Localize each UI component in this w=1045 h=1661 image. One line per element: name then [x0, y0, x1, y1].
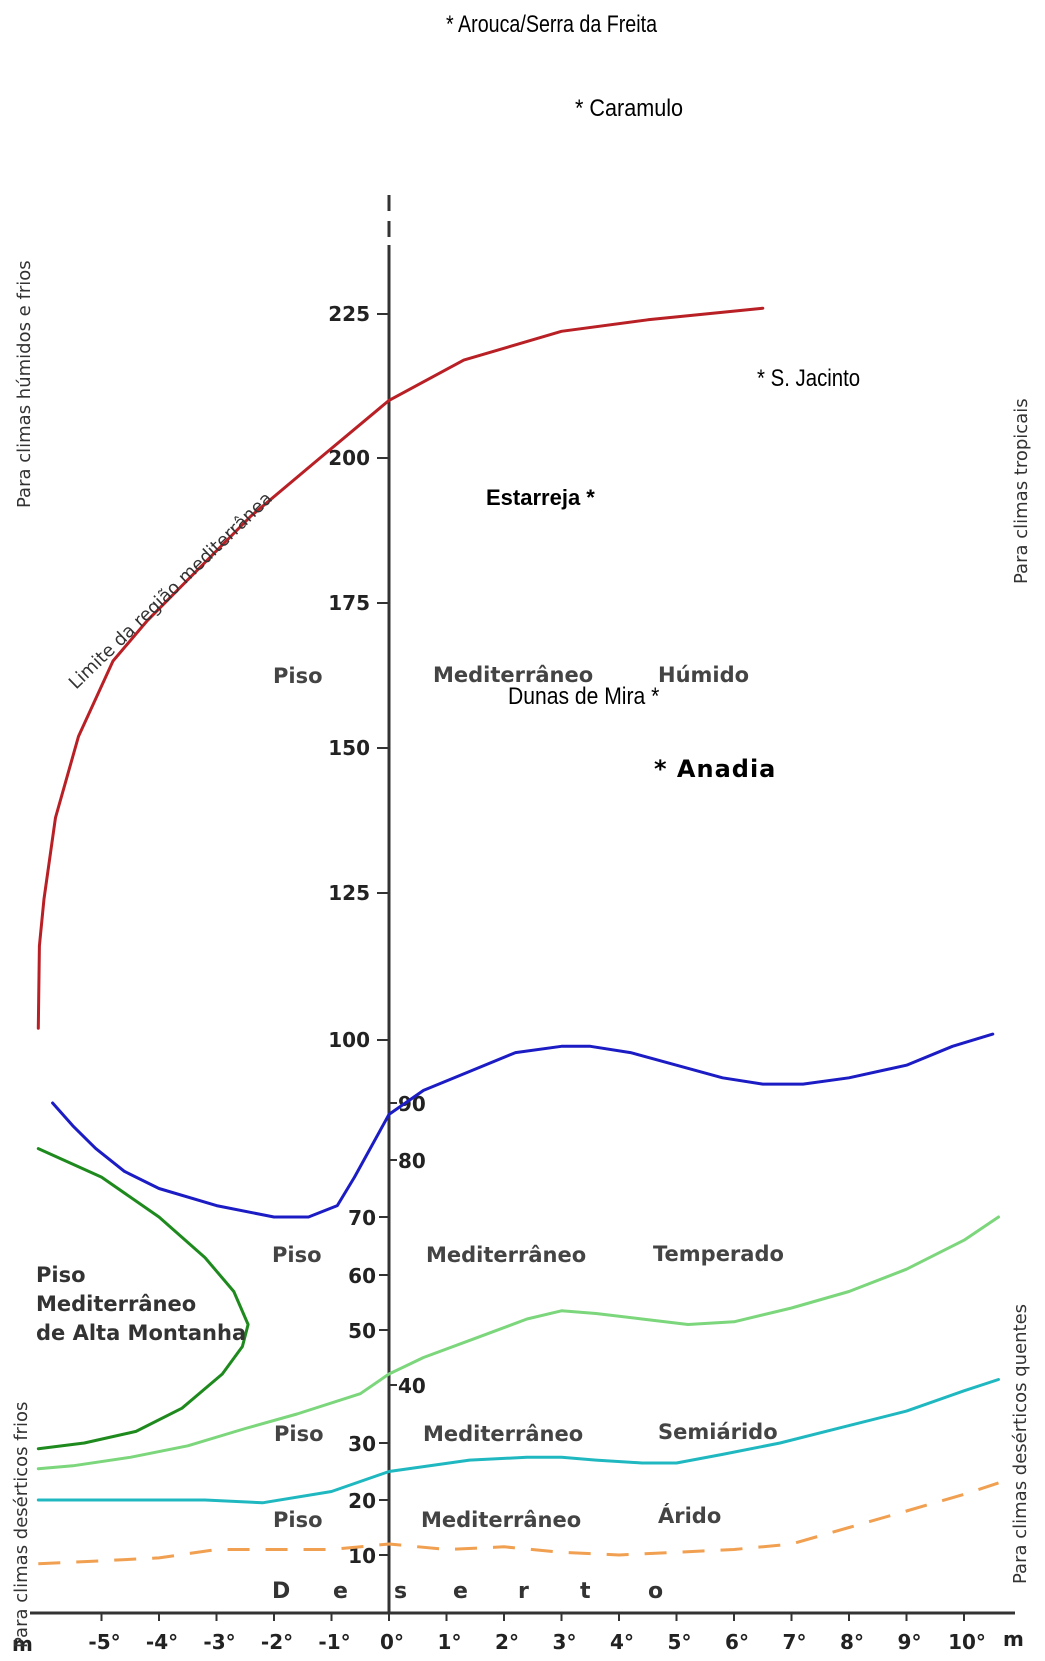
x-tick-label: 8°	[840, 1630, 864, 1654]
series-line-temperate	[36, 1215, 1000, 1471]
x-tick-label: -3°	[203, 1630, 235, 1654]
limit-label: Limite da região mediterrânea	[65, 488, 277, 693]
x-tick-label: -2°	[261, 1630, 293, 1654]
side-left-bottom: Para climas desérticos frios	[11, 1402, 32, 1648]
x-tick-label: 9°	[898, 1630, 922, 1654]
series-line-semiarid	[36, 1378, 1000, 1505]
series-line-alta-montanha	[36, 1147, 250, 1451]
y-tick-label: 40	[398, 1374, 426, 1398]
x-tick-label: -5°	[88, 1630, 120, 1654]
desert-letter: s	[394, 1579, 407, 1604]
zone-humid-piso: Piso	[273, 664, 323, 688]
x-tick-label: 3°	[553, 1630, 577, 1654]
y-tick-label: 125	[328, 881, 370, 905]
y-tick-label: 30	[348, 1432, 376, 1456]
zone-humid-name: Húmido	[658, 663, 749, 687]
y-tick-label: 100	[328, 1028, 370, 1052]
zone-temp-name: Temperado	[653, 1242, 784, 1266]
y-tick-label: 20	[348, 1489, 376, 1513]
series-line-limit	[36, 306, 765, 1030]
desert-letter: o	[648, 1579, 663, 1604]
x-unit-right: m	[1003, 1627, 1024, 1651]
series-line-humid	[51, 1032, 995, 1219]
site-anadia: * Anadia	[654, 755, 776, 783]
side-left-top: Para climas húmidos e frios	[14, 260, 35, 508]
zone-alta-name: de Alta Montanha	[36, 1321, 246, 1345]
zone-semi-piso: Piso	[274, 1422, 324, 1446]
x-unit-left: m	[12, 1632, 33, 1656]
x-tick-label: 7°	[783, 1630, 807, 1654]
y-tick-label: 70	[348, 1206, 376, 1230]
y-tick-label: 200	[328, 446, 370, 470]
zone-arid-name: Árido	[658, 1503, 721, 1528]
x-tick-label: 10°	[948, 1630, 986, 1654]
zone-arid-med: Mediterrâneo	[421, 1508, 581, 1532]
zone-temp-piso: Piso	[272, 1243, 322, 1267]
zone-arid-piso: Piso	[273, 1508, 323, 1532]
x-tick-label: 1°	[438, 1630, 462, 1654]
site-jacinto: * S. Jacinto	[757, 364, 860, 391]
zone-semi-name: Semiárido	[658, 1420, 778, 1444]
desert-letter: e	[453, 1579, 468, 1604]
desert-letter: e	[333, 1579, 348, 1604]
zone-alta-piso: Piso	[36, 1263, 86, 1287]
series-layer	[36, 306, 1000, 1566]
y-tick-label: 60	[348, 1264, 376, 1288]
y-tick-label: 80	[398, 1149, 426, 1173]
x-tick-label: -4°	[146, 1630, 178, 1654]
x-tick-label: 5°	[668, 1630, 692, 1654]
y-tick-label: 150	[328, 736, 370, 760]
y-tick-label: 175	[328, 591, 370, 615]
site-estarreja: Estarreja *	[486, 485, 595, 510]
desert-letter: t	[580, 1579, 591, 1604]
desert-letter: D	[272, 1579, 290, 1604]
x-tick-label: -1°	[318, 1630, 350, 1654]
zone-alta-med: Mediterrâneo	[36, 1292, 196, 1316]
zone-semi-med: Mediterrâneo	[423, 1422, 583, 1446]
y-tick-label: 225	[328, 302, 370, 326]
x-tick-label: 0°	[380, 1630, 404, 1654]
site-dunas: Dunas de Mira *	[508, 683, 660, 710]
series-line-desert-limit	[38, 1481, 999, 1566]
site-arouca: * Arouca/Serra da Freita	[446, 10, 658, 37]
zone-temp-med: Mediterrâneo	[426, 1243, 586, 1267]
x-tick-label: 6°	[725, 1630, 749, 1654]
side-right-bottom: Para climas desérticos quentes	[1010, 1304, 1031, 1584]
y-tick-label: 50	[348, 1319, 376, 1343]
site-caramulo: * Caramulo	[575, 94, 683, 121]
zone-humid-med: Mediterrâneo	[433, 663, 593, 687]
x-tick-label: 4°	[610, 1630, 634, 1654]
x-tick-label: 2°	[495, 1630, 519, 1654]
side-right-top: Para climas tropicais	[1011, 398, 1032, 584]
x-ticks: -5° -4° -3° -2° -1° 0° 1° 2° 3° 4° 5° 6° 7° 8° 9° 10°	[88, 1613, 986, 1654]
desert-letter: r	[518, 1579, 529, 1604]
